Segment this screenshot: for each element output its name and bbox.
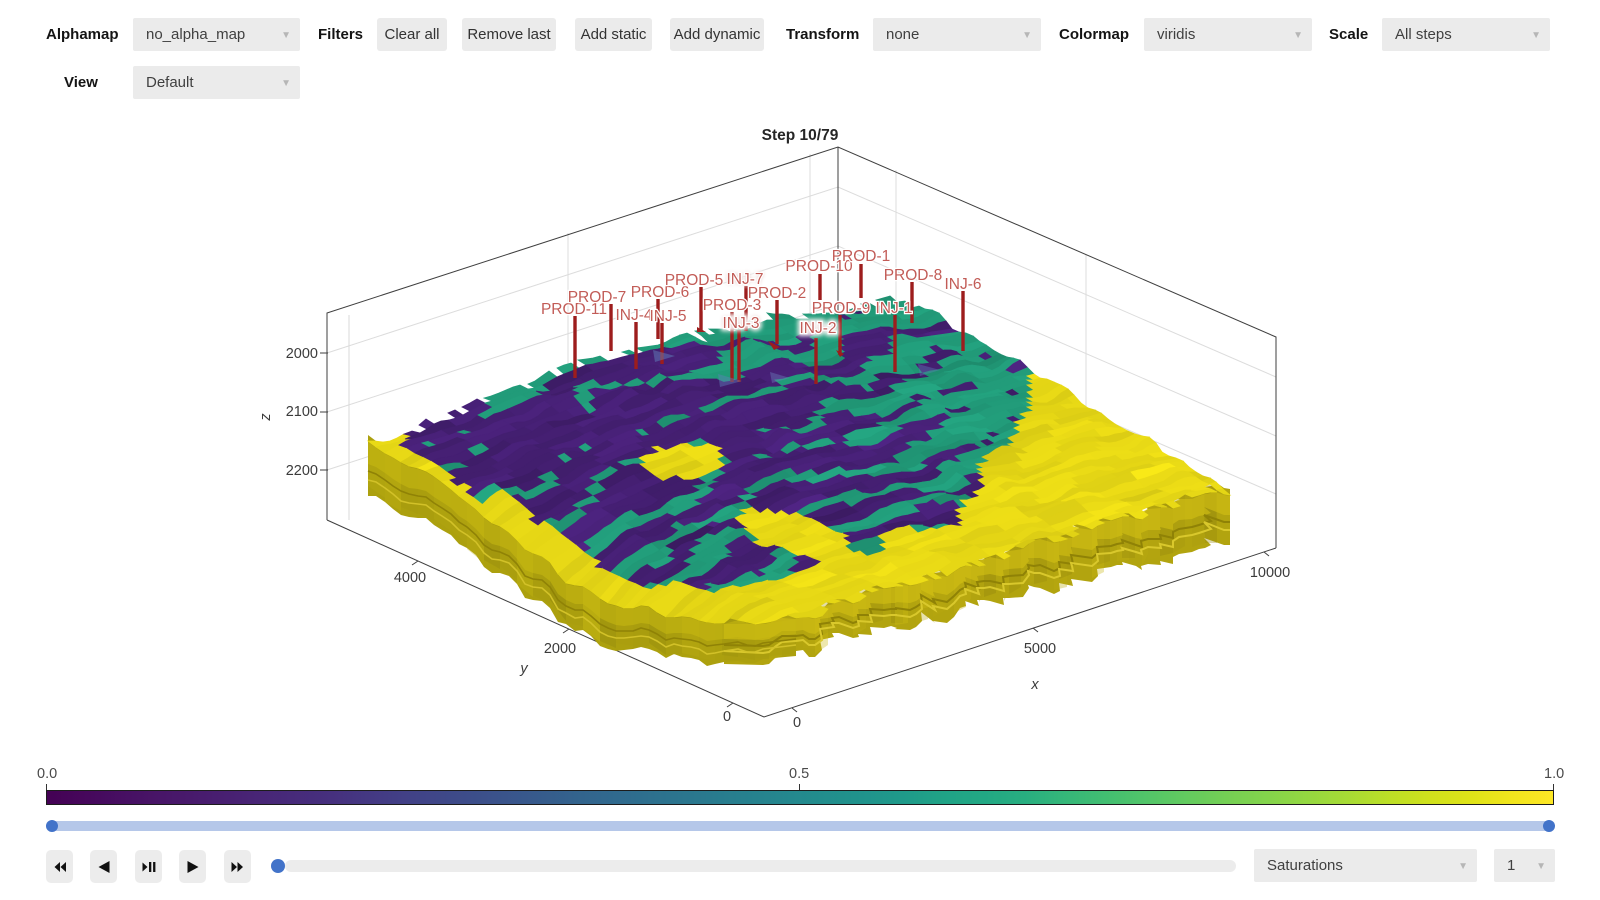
svg-text:INJ-3: INJ-3 — [722, 315, 759, 332]
svg-text:INJ-1: INJ-1 — [875, 300, 912, 317]
svg-text:INJ-2: INJ-2 — [799, 320, 836, 337]
svg-text:2100: 2100 — [286, 404, 318, 420]
svg-text:PROD-6: PROD-6 — [631, 284, 690, 301]
svg-text:2000: 2000 — [286, 346, 318, 362]
svg-text:INJ-2: INJ-2 — [799, 320, 836, 337]
svg-text:PROD-3: PROD-3 — [703, 297, 762, 314]
svg-text:x: x — [1030, 677, 1039, 693]
svg-text:4000: 4000 — [394, 570, 426, 586]
svg-text:PROD-9: PROD-9 — [812, 300, 871, 317]
svg-text:PROD-11: PROD-11 — [541, 301, 607, 318]
svg-text:INJ-7: INJ-7 — [726, 271, 763, 288]
svg-text:PROD-1: PROD-1 — [832, 248, 891, 265]
svg-text:INJ-4: INJ-4 — [615, 307, 652, 324]
svg-text:0: 0 — [723, 709, 731, 725]
svg-text:PROD-5: PROD-5 — [665, 272, 724, 289]
svg-text:PROD-2: PROD-2 — [748, 285, 807, 302]
svg-text:PROD-7: PROD-7 — [568, 289, 627, 306]
svg-text:y: y — [519, 661, 528, 677]
svg-text:INJ-7: INJ-7 — [726, 271, 763, 288]
svg-text:z: z — [258, 413, 274, 422]
svg-text:INJ-5: INJ-5 — [649, 308, 686, 325]
svg-text:5000: 5000 — [1024, 641, 1056, 657]
svg-text:PROD-8: PROD-8 — [884, 267, 943, 284]
svg-text:INJ-6: INJ-6 — [944, 276, 981, 293]
svg-text:10000: 10000 — [1250, 565, 1290, 581]
svg-text:0: 0 — [793, 715, 801, 731]
svg-text:PROD-10: PROD-10 — [785, 258, 853, 275]
svg-text:2200: 2200 — [286, 463, 318, 479]
svg-text:2000: 2000 — [544, 641, 576, 657]
svg-text:INJ-3: INJ-3 — [722, 315, 759, 332]
svg-text:Step 10/79: Step 10/79 — [762, 127, 839, 144]
